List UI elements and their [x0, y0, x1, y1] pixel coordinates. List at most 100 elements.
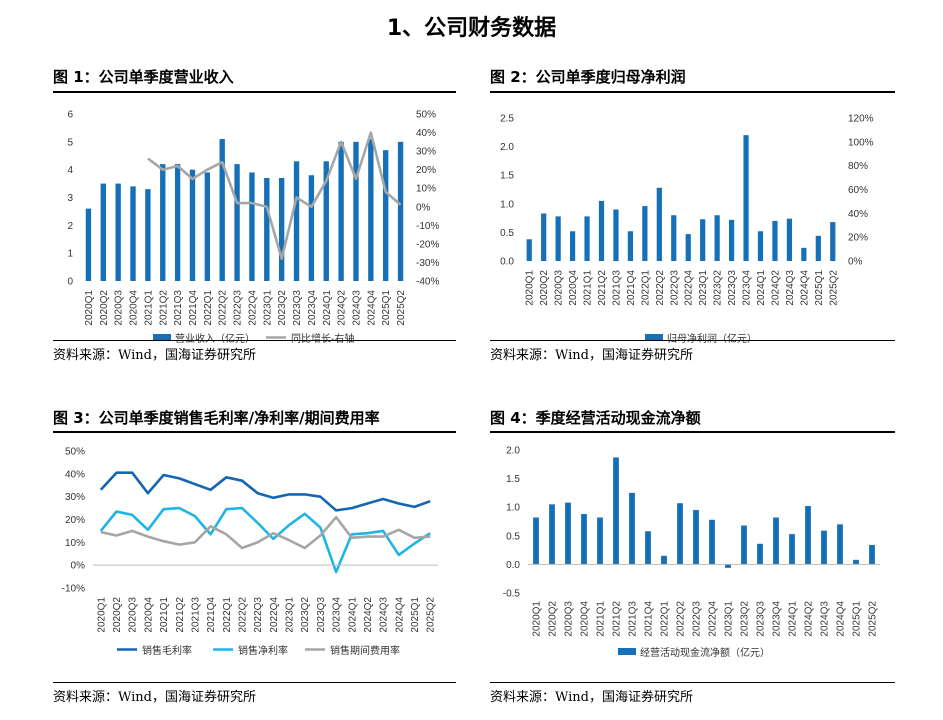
x-axis-tick-label: 2023Q3	[756, 601, 767, 637]
figure-1-source: 资料来源：Wind，国海证券研究所	[53, 348, 256, 363]
bar	[853, 559, 859, 565]
x-axis-tick-label: 2025Q1	[381, 290, 392, 326]
bar	[821, 530, 827, 565]
bar	[189, 169, 196, 281]
x-axis-tick-label: 2022Q1	[222, 597, 233, 633]
x-axis-tick-label: 2022Q4	[708, 601, 719, 637]
chart-net-profit: 0.0 0.5 1.0 1.5 2.0 2.5 0% 20% 40% 60% 80% 100% 120%…	[500, 114, 874, 345]
left-axis-tick-label: 2.5	[500, 114, 514, 125]
x-axis-tick-label: 2021Q4	[644, 601, 655, 637]
figure-3-top-rule	[53, 431, 456, 433]
x-axis-tick-label: 2023Q1	[698, 270, 709, 306]
x-axis-tick-label: 2022Q2	[655, 270, 666, 306]
bar	[160, 164, 166, 281]
left-axis-tick-label: 1.0	[506, 503, 520, 514]
left-axis-tick-label: 10%	[65, 538, 85, 549]
x-axis-tick-label: 2020Q1	[96, 597, 107, 633]
x-axis-tick-label: 2023Q1	[724, 601, 735, 637]
x-axis-tick-label: 2023Q1	[285, 597, 296, 633]
x-axis-tick-label: 2024Q3	[379, 597, 390, 633]
x-axis-tick-label: 2025Q1	[410, 597, 421, 633]
left-axis-tick-label: 2.0	[500, 142, 514, 153]
bar	[219, 139, 225, 281]
x-axis-tick-label: 2022Q3	[233, 290, 244, 326]
x-axis-tick-label: 2025Q2	[868, 601, 879, 637]
x-axis-tick-label: 2020Q2	[99, 290, 110, 326]
bar	[145, 189, 151, 281]
x-axis-tick-label: 2022Q4	[684, 270, 695, 306]
figure-4-source: 资料来源：Wind，国海证券研究所	[490, 690, 693, 705]
bar	[234, 164, 240, 281]
x-axis-tick-label: 2023Q1	[262, 290, 273, 326]
figure-3-bottom-rule	[53, 682, 456, 683]
series-line	[99, 471, 431, 512]
x-axis-tick-label: 2022Q3	[692, 601, 703, 637]
right-axis-tick-label: 20%	[416, 165, 436, 176]
x-axis-tick-label: 2024Q2	[337, 290, 348, 326]
x-axis-tick-label: 2020Q1	[84, 290, 95, 326]
figure-1-bottom-rule	[53, 340, 456, 341]
legend-label: 同比增长-右轴	[291, 332, 354, 344]
x-axis-tick-label: 2020Q3	[128, 597, 139, 633]
x-axis-tick-label: 2023Q3	[292, 290, 303, 326]
right-axis-tick-label: -10%	[416, 221, 439, 232]
left-axis-tick-label: -10%	[62, 584, 85, 595]
bar	[581, 514, 587, 565]
x-axis-tick-label: 2020Q4	[568, 270, 579, 306]
bar	[642, 206, 648, 261]
bar	[85, 208, 92, 281]
x-axis-tick-label: 2020Q2	[112, 597, 123, 633]
right-axis-tick-label: -30%	[416, 258, 439, 269]
x-axis-tick-label: 2025Q1	[852, 601, 863, 637]
x-axis-tick-label: 2021Q3	[611, 270, 622, 306]
x-axis-tick-label: 2020Q4	[129, 290, 140, 326]
x-axis-tick-label: 2024Q1	[347, 597, 358, 633]
bar	[772, 220, 778, 261]
bar	[293, 161, 300, 281]
x-axis-tick-label: 2023Q2	[740, 601, 751, 637]
bar	[541, 213, 547, 261]
bar	[597, 517, 603, 565]
right-axis-tick-label: 30%	[416, 147, 436, 158]
legend-swatch	[645, 334, 663, 341]
x-axis-tick-label: 2021Q3	[628, 601, 639, 637]
left-axis-tick-label: -0.5	[503, 589, 521, 600]
figure-1-top-rule	[53, 91, 456, 93]
panel-figure-3: 图 3：公司单季度销售毛利率/净利率/期间费用率 -10% 0% 10% 20% 30%…	[53, 403, 456, 715]
bar	[869, 544, 875, 565]
x-axis-tick-label: 2021Q1	[583, 270, 594, 306]
x-axis-tick-label: 2024Q3	[820, 601, 831, 637]
bar	[549, 504, 555, 565]
x-axis-tick-label: 2021Q4	[626, 270, 637, 306]
x-axis-tick-label: 2023Q2	[713, 270, 724, 306]
bar	[100, 183, 106, 281]
x-axis-tick-label: 2021Q1	[159, 597, 170, 633]
bar	[584, 216, 590, 261]
bar	[526, 239, 532, 261]
x-axis-tick-label: 2020Q2	[539, 270, 550, 306]
figure-4-title: 图 4：季度经营活动现金流净额	[490, 409, 701, 427]
x-axis-tick-label: 2021Q2	[612, 601, 623, 637]
legend-swatch	[153, 334, 171, 341]
left-axis-tick-label: 0.0	[500, 257, 514, 268]
x-axis-tick-label: 2022Q1	[640, 270, 651, 306]
x-axis-tick-label: 2024Q3	[351, 290, 362, 326]
left-axis-tick-label: 5	[67, 137, 73, 148]
right-axis-tick-label: 40%	[848, 209, 868, 220]
figure-2-source: 资料来源：Wind，国海证券研究所	[490, 348, 693, 363]
bar	[278, 178, 285, 281]
left-axis-tick-label: 0.0	[506, 560, 520, 571]
x-axis-tick-label: 2023Q4	[332, 597, 343, 633]
bar	[613, 457, 619, 565]
x-axis-tick-label: 2021Q2	[597, 270, 608, 306]
left-axis-tick-label: 2	[67, 221, 73, 232]
bar	[645, 531, 651, 565]
left-axis-tick-label: 30%	[65, 492, 85, 503]
bar	[805, 506, 811, 565]
x-axis-tick-label: 2024Q2	[363, 597, 374, 633]
x-axis-tick-label: 2022Q4	[269, 597, 280, 633]
bar	[786, 218, 793, 261]
x-axis-tick-label: 2023Q3	[316, 597, 327, 633]
right-axis-tick-label: 120%	[848, 114, 874, 125]
bar	[569, 231, 576, 261]
